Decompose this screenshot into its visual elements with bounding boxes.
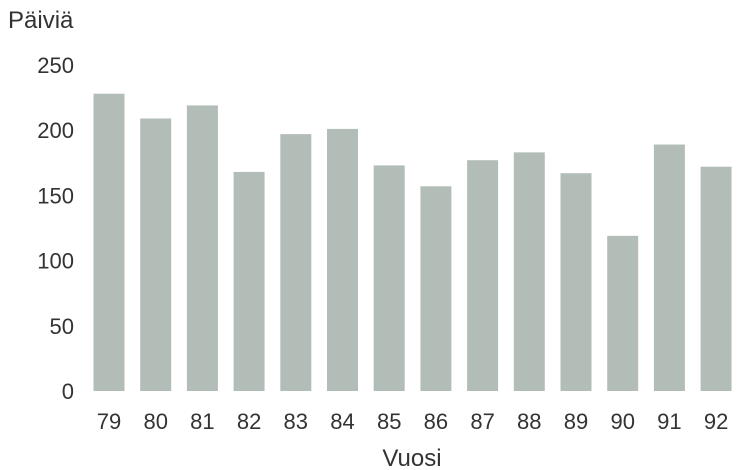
y-tick-label: 250 <box>37 53 74 78</box>
bar-92 <box>700 166 732 391</box>
x-tick-label: 91 <box>657 409 681 434</box>
bar-90 <box>607 235 639 391</box>
x-tick-label: 92 <box>704 409 728 434</box>
y-axis-label: Päiviä <box>8 7 74 34</box>
x-tick-label: 80 <box>143 409 167 434</box>
bars <box>93 93 732 392</box>
x-tick-label: 81 <box>190 409 214 434</box>
y-tick-labels: 0 50 100 150 200 250 <box>37 53 74 404</box>
bar-82 <box>233 171 265 391</box>
x-tick-label: 87 <box>470 409 494 434</box>
bar-86 <box>420 186 452 391</box>
x-tick-label: 79 <box>97 409 121 434</box>
x-tick-label: 89 <box>564 409 588 434</box>
bar-79 <box>93 93 125 392</box>
bar-91 <box>653 144 685 391</box>
x-tick-label: 83 <box>284 409 308 434</box>
bar-81 <box>186 105 218 391</box>
bar-84 <box>327 128 358 391</box>
bar-80 <box>140 118 172 392</box>
bar-83 <box>280 134 312 391</box>
x-tick-label: 84 <box>330 409 354 434</box>
x-tick-label: 86 <box>424 409 448 434</box>
y-tick-label: 50 <box>50 314 74 339</box>
bar-89 <box>560 173 592 391</box>
bar-87 <box>467 160 499 391</box>
x-tick-label: 90 <box>610 409 634 434</box>
bar-88 <box>513 152 545 391</box>
x-tick-label: 85 <box>377 409 401 434</box>
x-tick-labels: 79 80 81 82 83 84 85 86 87 88 89 90 91 92 <box>97 409 729 434</box>
y-tick-label: 0 <box>62 379 74 404</box>
x-axis-label: Vuosi <box>382 445 441 470</box>
y-tick-label: 100 <box>37 249 74 274</box>
x-tick-label: 82 <box>237 409 261 434</box>
y-tick-label: 150 <box>37 183 74 208</box>
x-tick-label: 88 <box>517 409 541 434</box>
bar-85 <box>373 165 405 391</box>
y-tick-label: 200 <box>37 118 74 143</box>
